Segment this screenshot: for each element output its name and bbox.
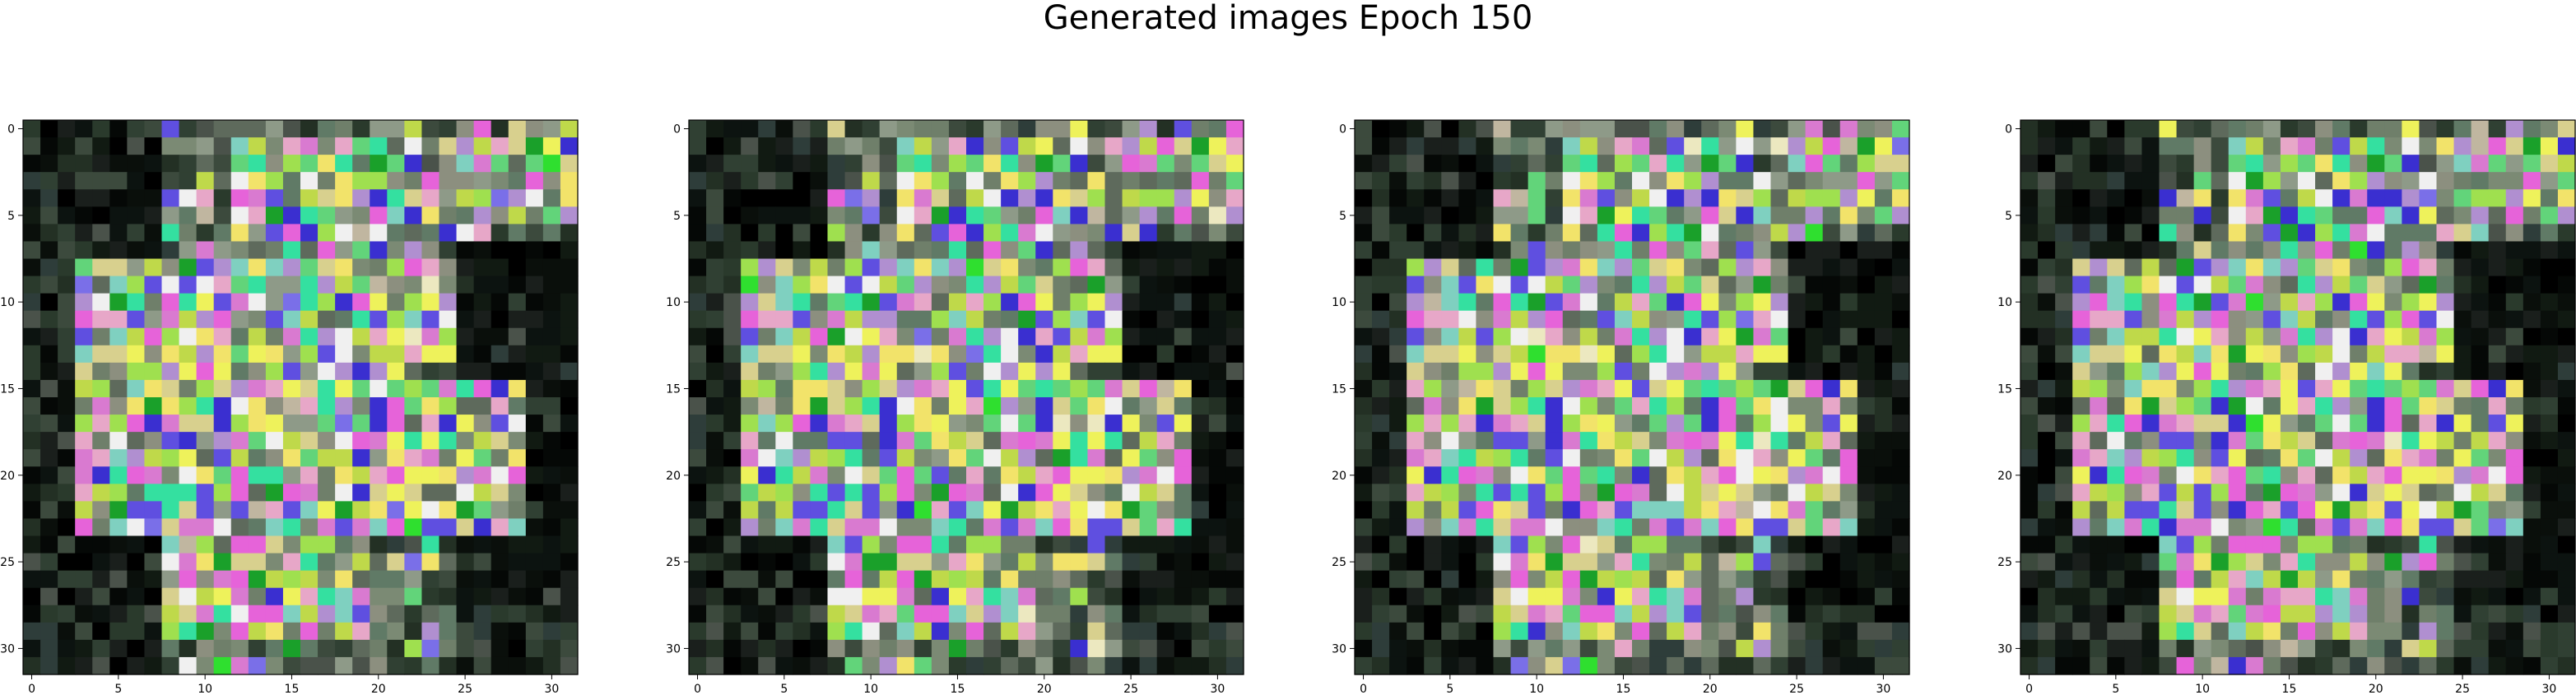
generated-image-panel-3: 0 5 10 15 20 25 30 0 5 10 15 20 25 30 — [1332, 119, 1910, 695]
x-tick-label: 5 — [1446, 683, 1453, 695]
x-tick-label: 5 — [2112, 683, 2119, 695]
y-tick-label: 5 — [673, 210, 681, 223]
x-tick-label: 25 — [458, 683, 472, 695]
y-tick-label: 0 — [1339, 123, 1346, 137]
axes-frame — [1354, 119, 1910, 675]
generated-image-1 — [23, 120, 579, 675]
y-tick-label: 10 — [1332, 296, 1346, 309]
generated-image-2 — [689, 120, 1244, 675]
y-tick-label: 20 — [666, 470, 681, 483]
axes-frame — [2020, 119, 2576, 675]
axes: 0 5 10 15 20 25 30 0 5 10 15 20 25 30 — [0, 119, 579, 695]
axes-frame — [688, 119, 1244, 675]
y-tick-label: 20 — [0, 470, 15, 483]
y-tick-label: 10 — [0, 296, 15, 309]
y-tick-label: 30 — [1997, 642, 2012, 656]
y-tick-label: 30 — [0, 642, 15, 656]
y-tick-label: 0 — [673, 123, 681, 137]
y-tick-label: 15 — [0, 382, 15, 396]
y-tick-label: 20 — [1332, 470, 1346, 483]
y-tick-label: 10 — [1997, 296, 2012, 309]
y-tick-label: 5 — [1339, 210, 1346, 223]
y-tick-label: 25 — [666, 556, 681, 569]
y-tick-label: 15 — [1332, 382, 1346, 396]
x-tick-label: 10 — [1529, 683, 1544, 695]
x-tick-label: 5 — [780, 683, 788, 695]
x-tick-label: 20 — [371, 683, 386, 695]
y-tick-label: 25 — [0, 556, 15, 569]
x-tick-label: 15 — [2282, 683, 2297, 695]
y-tick-label: 15 — [1997, 382, 2012, 396]
x-tick-label: 30 — [1876, 683, 1890, 695]
generated-image-panel-1: 0 5 10 15 20 25 30 0 5 10 15 20 25 30 — [0, 119, 579, 695]
axes: 0 5 10 15 20 25 30 0 5 10 15 20 25 30 — [1997, 119, 2576, 695]
x-tick-label: 30 — [1210, 683, 1225, 695]
x-tick-label: 15 — [951, 683, 965, 695]
x-tick-label: 0 — [1360, 683, 1367, 695]
y-tick-label: 15 — [666, 382, 681, 396]
x-tick-label: 20 — [1037, 683, 1052, 695]
y-tick-label: 25 — [1997, 556, 2012, 569]
x-tick-label: 30 — [2541, 683, 2556, 695]
figure-title: Generated images Epoch 150 — [1043, 0, 1533, 37]
x-tick-label: 30 — [544, 683, 559, 695]
x-tick-label: 10 — [2195, 683, 2210, 695]
x-tick-label: 15 — [1616, 683, 1631, 695]
generated-image-panel-4: 0 5 10 15 20 25 30 0 5 10 15 20 25 30 — [1997, 119, 2576, 695]
x-tick-label: 20 — [2369, 683, 2383, 695]
x-tick-label: 25 — [1123, 683, 1138, 695]
x-tick-label: 10 — [198, 683, 212, 695]
generated-image-panel-2: 0 5 10 15 20 25 30 0 5 10 15 20 25 30 — [666, 119, 1244, 695]
generated-image-4 — [2020, 120, 2576, 675]
generated-image-3 — [1355, 120, 1910, 675]
x-tick-label: 5 — [114, 683, 122, 695]
x-tick-label: 25 — [2455, 683, 2470, 695]
axes: 0 5 10 15 20 25 30 0 5 10 15 20 25 30 — [1332, 119, 1910, 695]
y-tick-label: 30 — [666, 642, 681, 656]
y-tick-label: 10 — [666, 296, 681, 309]
x-tick-label: 10 — [863, 683, 878, 695]
y-tick-label: 20 — [1997, 470, 2012, 483]
x-tick-label: 15 — [285, 683, 300, 695]
y-tick-label: 0 — [2005, 123, 2012, 137]
axes: 0 5 10 15 20 25 30 0 5 10 15 20 25 30 — [666, 119, 1244, 695]
y-tick-label: 5 — [2005, 210, 2012, 223]
y-tick-label: 0 — [7, 123, 15, 137]
y-tick-label: 25 — [1332, 556, 1346, 569]
axes-frame — [22, 119, 579, 675]
x-tick-label: 0 — [694, 683, 701, 695]
x-tick-label: 25 — [1789, 683, 1804, 695]
x-tick-label: 0 — [28, 683, 35, 695]
y-tick-label: 30 — [1332, 642, 1346, 656]
x-tick-label: 20 — [1703, 683, 1718, 695]
y-tick-label: 5 — [7, 210, 15, 223]
x-tick-label: 0 — [2025, 683, 2033, 695]
